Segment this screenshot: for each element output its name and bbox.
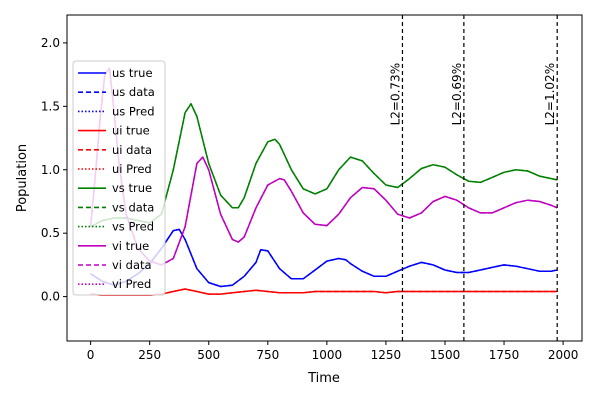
x-tick-label: 500 (197, 348, 220, 362)
legend: us true us data us Pred ui true ui data ui Pr… (72, 60, 166, 296)
x-tick-label: 1750 (489, 348, 520, 362)
legend-label: ui Pred (112, 162, 152, 176)
legend-label: us data (112, 85, 155, 99)
x-tick-label: 1250 (371, 348, 402, 362)
vline-layer: L2=0.73% L2=0.69% L2=1.02% (389, 15, 558, 341)
x-tick-label: 1000 (312, 348, 343, 362)
series-us-true-line (90, 228, 558, 288)
legend-label: ui true (112, 124, 150, 138)
vline-label-2: L2=1.02% (543, 63, 557, 126)
legend-label: ui data (112, 143, 152, 157)
x-tick-label: 750 (256, 348, 279, 362)
legend-label: vs data (112, 200, 154, 214)
legend-label: vs true (112, 181, 152, 195)
y-axis-ticks: 0.0 0.5 1.0 1.5 2.0 (41, 36, 67, 304)
series-vs-true-line (90, 103, 558, 228)
vline-label-1: L2=0.69% (450, 63, 464, 126)
y-tick-label: 1.0 (41, 163, 60, 177)
y-tick-label: 1.5 (41, 99, 60, 113)
x-tick-label: 0 (87, 348, 95, 362)
legend-frame (72, 60, 166, 296)
x-axis-label: Time (307, 371, 340, 386)
legend-label: us true (112, 66, 153, 80)
y-tick-label: 0.0 (41, 290, 60, 304)
legend-label: vi data (112, 258, 152, 272)
x-tick-label: 1500 (430, 348, 461, 362)
legend-label: us Pred (112, 104, 155, 118)
plot-frame (66, 14, 583, 342)
x-axis-ticks: 0 250 500 750 1000 1250 1500 1750 2000 (87, 341, 579, 362)
legend-label: vi true (112, 239, 149, 253)
x-tick-label: 250 (138, 348, 161, 362)
legend-label: vs Pred (112, 220, 154, 234)
y-axis-label: Population (15, 144, 30, 212)
legend-label: vi Pred (112, 277, 151, 291)
y-tick-label: 2.0 (41, 36, 60, 50)
x-tick-label: 2000 (548, 348, 579, 362)
y-tick-label: 0.5 (41, 226, 60, 240)
vline-label-0: L2=0.73% (389, 63, 403, 126)
